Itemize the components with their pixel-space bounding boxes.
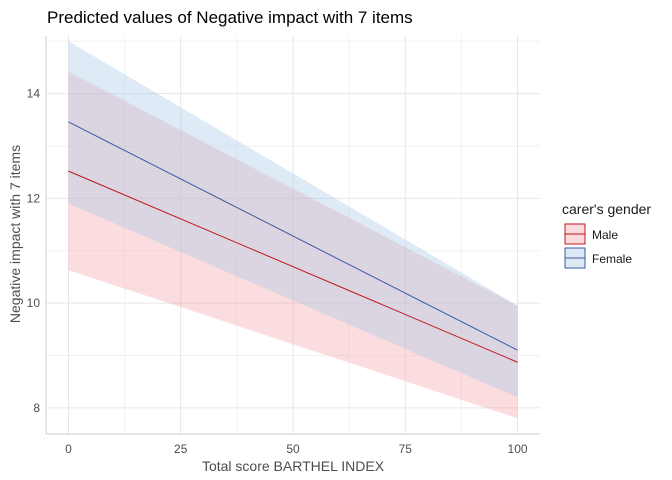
legend-item-female: Female [564, 247, 632, 269]
legend-item-male: Male [564, 223, 618, 245]
x-tick-label: 75 [399, 442, 413, 456]
y-tick-label: 10 [27, 296, 41, 310]
y-tick-label: 8 [33, 401, 40, 415]
confidence-band-male [68, 71, 518, 419]
confidence-bands [68, 41, 518, 419]
legend-label-male: Male [592, 228, 618, 242]
legend-label-female: Female [592, 252, 632, 266]
chart-title: Predicted values of Negative impact with… [47, 8, 413, 27]
grid [46, 36, 540, 434]
x-tick-label: 50 [286, 442, 300, 456]
legend: carer's gender Male Female [562, 201, 651, 269]
y-tick-label: 12 [27, 191, 41, 205]
y-axis-title: Negative impact with 7 items [7, 145, 23, 323]
x-tick-label: 0 [65, 442, 72, 456]
series-lines [68, 121, 518, 363]
series-line-male [68, 170, 518, 363]
axes: 0 25 50 75 100 8 10 12 14 [27, 36, 540, 456]
series-line-female [68, 121, 518, 351]
x-tick-label: 25 [174, 442, 188, 456]
x-axis-title: Total score BARTHEL INDEX [202, 458, 385, 474]
legend-title: carer's gender [562, 201, 651, 217]
y-tick-label: 14 [27, 87, 41, 101]
confidence-band-female [68, 41, 518, 398]
x-tick-label: 100 [508, 442, 528, 456]
